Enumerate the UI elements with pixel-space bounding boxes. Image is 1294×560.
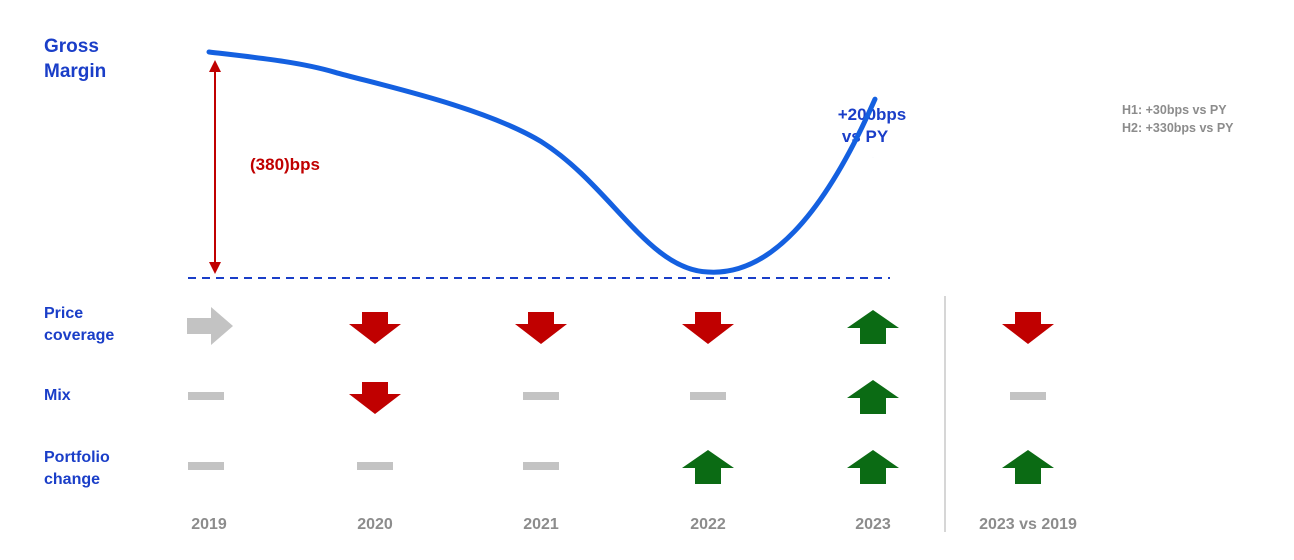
marker-mix-2022-flat-dash-icon	[690, 392, 726, 400]
row-label-portfolio_change-1: change	[44, 471, 100, 488]
year-label-2021: 2021	[523, 516, 559, 533]
marker-portfolio_change-2021-flat-dash-icon	[523, 462, 559, 470]
row-label-price_coverage-1: coverage	[44, 327, 114, 344]
line-layer	[188, 49, 890, 279]
year-labels: 2019 2020 2021 2022 2023 2023 vs 2019	[191, 516, 1077, 533]
marker-portfolio_change-2023-up-arrow-icon	[847, 450, 899, 484]
year-label-2022: 2022	[690, 516, 726, 533]
year-label-2023-vs-2019: 2023 vs 2019	[979, 516, 1077, 533]
year-label-2019: 2019	[191, 516, 227, 533]
marker-mix-2023-up-arrow-icon	[847, 380, 899, 414]
decline-arrow-head-bottom	[209, 262, 221, 274]
note-line-h1: H1: +30bps vs PY	[1122, 103, 1227, 117]
marker-price_coverage-2023-vs-2019-down-arrow-icon	[1002, 312, 1054, 344]
note-line-h2: H2: +330bps vs PY	[1122, 121, 1234, 135]
marker-portfolio_change-2020-flat-dash-icon	[357, 462, 393, 470]
marker-price_coverage-2023-up-arrow-icon	[847, 310, 899, 344]
chart-title-line-2: Margin	[44, 61, 106, 82]
decline-label: (380)bps	[250, 155, 320, 174]
marker-mix-2020-down-arrow-icon	[349, 382, 401, 414]
marker-mix-2021-flat-dash-icon	[523, 392, 559, 400]
marker-portfolio_change-2022-up-arrow-icon	[682, 450, 734, 484]
driver-markers	[187, 307, 1054, 484]
marker-mix-2019-flat-dash-icon	[188, 392, 224, 400]
row-label-portfolio_change-0: Portfolio	[44, 449, 110, 466]
driver-row-labels: Price coverage Mix Portfolio change	[44, 305, 114, 488]
chart-title-line-1: Gross	[44, 36, 99, 57]
marker-portfolio_change-2023-vs-2019-up-arrow-icon	[1002, 450, 1054, 484]
decline-arrow-head-top	[209, 60, 221, 72]
year-label-2023: 2023	[855, 516, 891, 533]
marker-price_coverage-2022-down-arrow-icon	[682, 312, 734, 344]
marker-price_coverage-2021-down-arrow-icon	[515, 312, 567, 344]
end-label-line-2: vs PY	[842, 127, 889, 146]
marker-mix-2023-vs-2019-flat-dash-icon	[1010, 392, 1046, 400]
marker-portfolio_change-2019-flat-dash-icon	[188, 462, 224, 470]
end-label-line-1: +200bps	[838, 105, 907, 124]
gross-margin-line	[206, 49, 878, 275]
year-label-2020: 2020	[357, 516, 393, 533]
row-label-price_coverage-0: Price	[44, 305, 83, 322]
marker-price_coverage-2020-down-arrow-icon	[349, 312, 401, 344]
row-label-mix-0: Mix	[44, 387, 71, 404]
marker-price_coverage-2019-right-arrow-icon	[187, 307, 233, 345]
